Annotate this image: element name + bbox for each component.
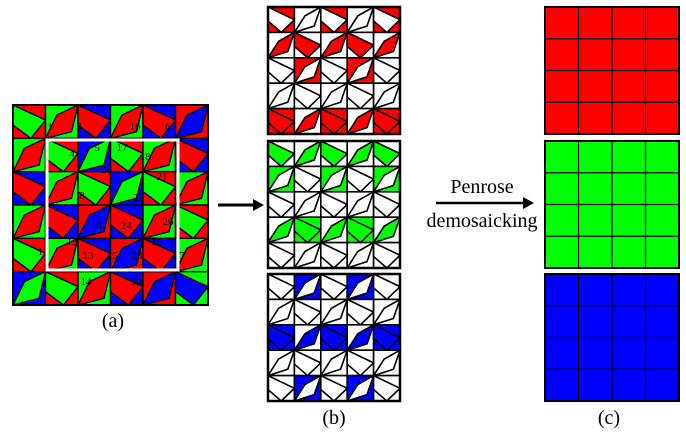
arrow-label-demosaicking: demosaicking (426, 210, 537, 232)
tile-number: 5 (94, 142, 100, 154)
arrow-b-to-c: Penrose demosaicking (426, 176, 537, 232)
channel-rhomb (346, 373, 376, 401)
tile-number: 14 (81, 276, 93, 288)
tile-number: 6 (165, 121, 171, 133)
caption-c: (c) (598, 407, 620, 429)
tile-number: 4 (69, 148, 75, 160)
tile-number: 3 (76, 121, 82, 133)
tile-number: 20 (101, 164, 113, 176)
channel-rhomb (319, 374, 349, 401)
demosaicked-channels-panel: (c) (544, 6, 680, 429)
channel-rhomb (268, 81, 296, 110)
tile-number: 15 (152, 236, 164, 248)
channel-rhomb (268, 297, 296, 326)
tile-number: 24 (121, 220, 133, 232)
channel-rhomb (372, 241, 400, 268)
channel-rhomb (319, 241, 349, 268)
channel-rhomb (372, 107, 400, 134)
mosaic-border (12, 104, 209, 306)
tile-number: 10 (91, 220, 103, 232)
tile-number: 28 (132, 250, 144, 262)
tile-number: 21 (157, 171, 168, 183)
tile-number: 18 (140, 151, 152, 163)
mosaic-rhomb (174, 270, 208, 305)
arrow-label-penrose: Penrose (450, 176, 513, 198)
tile-number: 13 (83, 250, 95, 262)
mosaic-rhomb (13, 270, 47, 305)
channel-rhomb (268, 241, 296, 268)
mosaic-rhomb (109, 270, 145, 305)
caption-a: (a) (102, 310, 124, 332)
arrow-a-to-b (218, 199, 264, 211)
demosaicked-grids (544, 6, 680, 402)
selection-window (45, 138, 180, 272)
blue-channel-border (266, 272, 402, 403)
channel-rhomb (268, 215, 296, 244)
tile-number: 26 (163, 216, 175, 228)
tile-number: 1 (47, 121, 53, 133)
mosaic-rhomb (77, 270, 112, 305)
caption-b: (b) (322, 407, 345, 429)
mosaic-rhomb (13, 203, 47, 240)
mosaic-tiles (13, 105, 208, 305)
mosaic-rhomb (142, 270, 177, 305)
red-channel-border (266, 5, 402, 136)
tile-number: 17 (117, 142, 129, 154)
tile-number: 12 (67, 236, 78, 248)
channel-mosaics-panel: (b) (266, 5, 402, 429)
channel-rhomb (268, 107, 296, 134)
mosaic-rhomb (13, 137, 47, 173)
red-channel-mosaic (268, 7, 400, 134)
channel-rhomb (372, 374, 400, 401)
penrose-mosaic-panel: 1 34 567 8101213141516171820212224252627283… (12, 104, 209, 332)
channel-rhomb (268, 374, 296, 401)
channel-rhomb (268, 164, 296, 193)
tile-number: 8 (79, 190, 85, 202)
green-channel-border (266, 139, 402, 270)
channel-rhomb (268, 348, 296, 377)
channel-rhomb (268, 30, 296, 59)
tile-number: 11 (38, 246, 49, 258)
tile-number: 25 (107, 250, 119, 262)
channel-rhomb (293, 373, 323, 401)
tile-number: 16 (130, 121, 142, 133)
channel-rhomb (346, 106, 376, 134)
channel-rhomb (293, 106, 323, 134)
mosaic-rhomb (44, 270, 80, 305)
tile-number: 22 (133, 192, 144, 204)
channel-rhomb (346, 240, 376, 268)
tile-number: 30 (131, 276, 143, 288)
blue-channel-mosaic (268, 274, 400, 401)
green-channel-mosaic (268, 141, 400, 268)
channel-rhomb (293, 240, 323, 268)
channel-rhomb (319, 107, 349, 134)
